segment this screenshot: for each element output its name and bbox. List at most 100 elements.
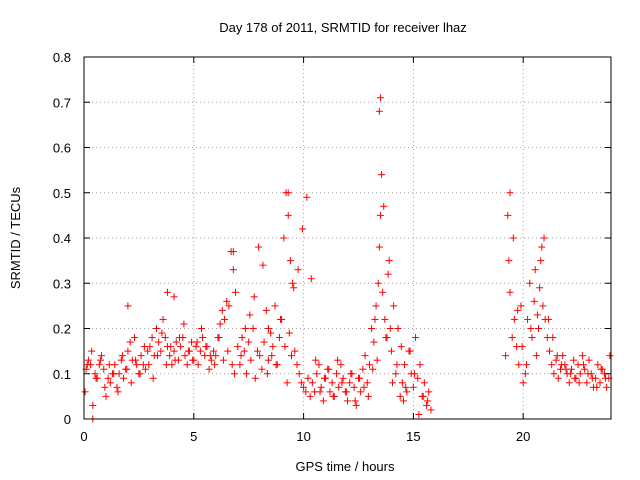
data-point	[275, 334, 283, 342]
data-point	[259, 261, 267, 269]
data-point	[528, 334, 536, 342]
data-point	[102, 392, 110, 400]
data-point	[333, 370, 341, 378]
x-axis-ticks: 0 5 10 15 20	[80, 57, 530, 444]
y-tick-label: 0.2	[53, 322, 71, 337]
data-point	[124, 347, 132, 355]
data-point	[250, 293, 258, 301]
data-point	[365, 361, 373, 369]
data-point	[315, 361, 323, 369]
data-point	[522, 361, 530, 369]
data-point	[306, 392, 314, 400]
data-point	[350, 383, 358, 391]
data-point	[536, 284, 544, 292]
data-point	[285, 329, 293, 337]
data-point	[363, 379, 371, 387]
data-point	[229, 266, 237, 274]
y-tick-label: 0.3	[53, 276, 71, 291]
data-point	[382, 334, 390, 342]
data-point	[167, 343, 175, 351]
data-point	[329, 392, 337, 400]
data-point	[152, 325, 160, 332]
data-point	[376, 211, 384, 219]
data-point	[553, 352, 561, 360]
data-point	[550, 370, 558, 378]
data-point	[326, 388, 334, 396]
data-point	[260, 338, 268, 346]
data-point	[216, 320, 224, 328]
data-point	[510, 315, 518, 323]
x-tick-label: 5	[190, 429, 197, 444]
data-point	[372, 302, 380, 310]
data-point	[364, 392, 372, 400]
data-point	[215, 334, 223, 342]
data-point	[286, 257, 294, 265]
data-point	[83, 361, 91, 369]
data-point	[374, 279, 382, 287]
x-axis-label: GPS time / hours	[296, 459, 395, 474]
data-point	[113, 383, 121, 391]
data-point	[533, 311, 541, 319]
y-axis-ticks: 0 0.1 0.2 0.3 0.4 0.5 0.6 0.7 0.8	[53, 50, 611, 427]
data-point	[384, 270, 392, 278]
data-point	[180, 320, 188, 328]
data-point	[389, 379, 397, 387]
data-point	[120, 374, 128, 382]
data-point	[303, 193, 311, 201]
data-point	[335, 383, 343, 391]
x-tick-label: 0	[80, 429, 87, 444]
data-point	[307, 275, 315, 283]
data-point	[170, 293, 178, 301]
data-point	[538, 243, 546, 251]
data-point	[578, 352, 586, 360]
data-point	[334, 356, 342, 364]
data-point	[155, 338, 163, 346]
y-tick-label: 0	[64, 412, 71, 427]
data-point	[162, 361, 170, 369]
data-point	[105, 361, 113, 369]
data-point	[505, 257, 513, 265]
data-point	[189, 356, 197, 364]
data-point	[369, 365, 377, 373]
chart-title: Day 178 of 2011, SRMTID for receiver lha…	[219, 20, 467, 35]
data-point	[268, 352, 276, 360]
data-point	[197, 325, 205, 332]
data-point	[172, 338, 180, 346]
data-point	[566, 370, 574, 378]
data-point	[313, 370, 321, 378]
data-point	[283, 379, 291, 387]
data-point	[506, 288, 514, 296]
data-point	[357, 388, 365, 396]
y-axis-label: SRMTID / TECUs	[8, 186, 23, 289]
data-point	[159, 315, 167, 323]
data-point	[294, 266, 302, 274]
data-point	[242, 370, 250, 378]
data-point	[223, 297, 231, 305]
data-point	[293, 361, 301, 369]
data-point	[359, 365, 367, 373]
data-point	[526, 279, 534, 287]
data-point	[580, 361, 588, 369]
data-point	[232, 288, 240, 296]
data-point	[351, 397, 359, 405]
data-point	[269, 343, 277, 351]
data-point	[403, 388, 411, 396]
data-point	[131, 334, 139, 342]
data-point	[262, 306, 270, 314]
data-point	[92, 374, 100, 382]
data-point	[277, 315, 285, 323]
data-point	[177, 343, 185, 351]
data-point	[251, 374, 259, 382]
data-point	[344, 397, 351, 405]
data-point	[514, 306, 522, 314]
data-point	[425, 388, 433, 396]
data-point	[81, 388, 89, 396]
data-point	[562, 365, 570, 373]
data-point	[236, 361, 244, 369]
data-point	[575, 379, 583, 387]
data-point	[339, 374, 347, 382]
data-point	[356, 374, 364, 382]
data-point	[346, 379, 354, 387]
data-point	[585, 356, 593, 364]
data-point	[170, 347, 178, 355]
